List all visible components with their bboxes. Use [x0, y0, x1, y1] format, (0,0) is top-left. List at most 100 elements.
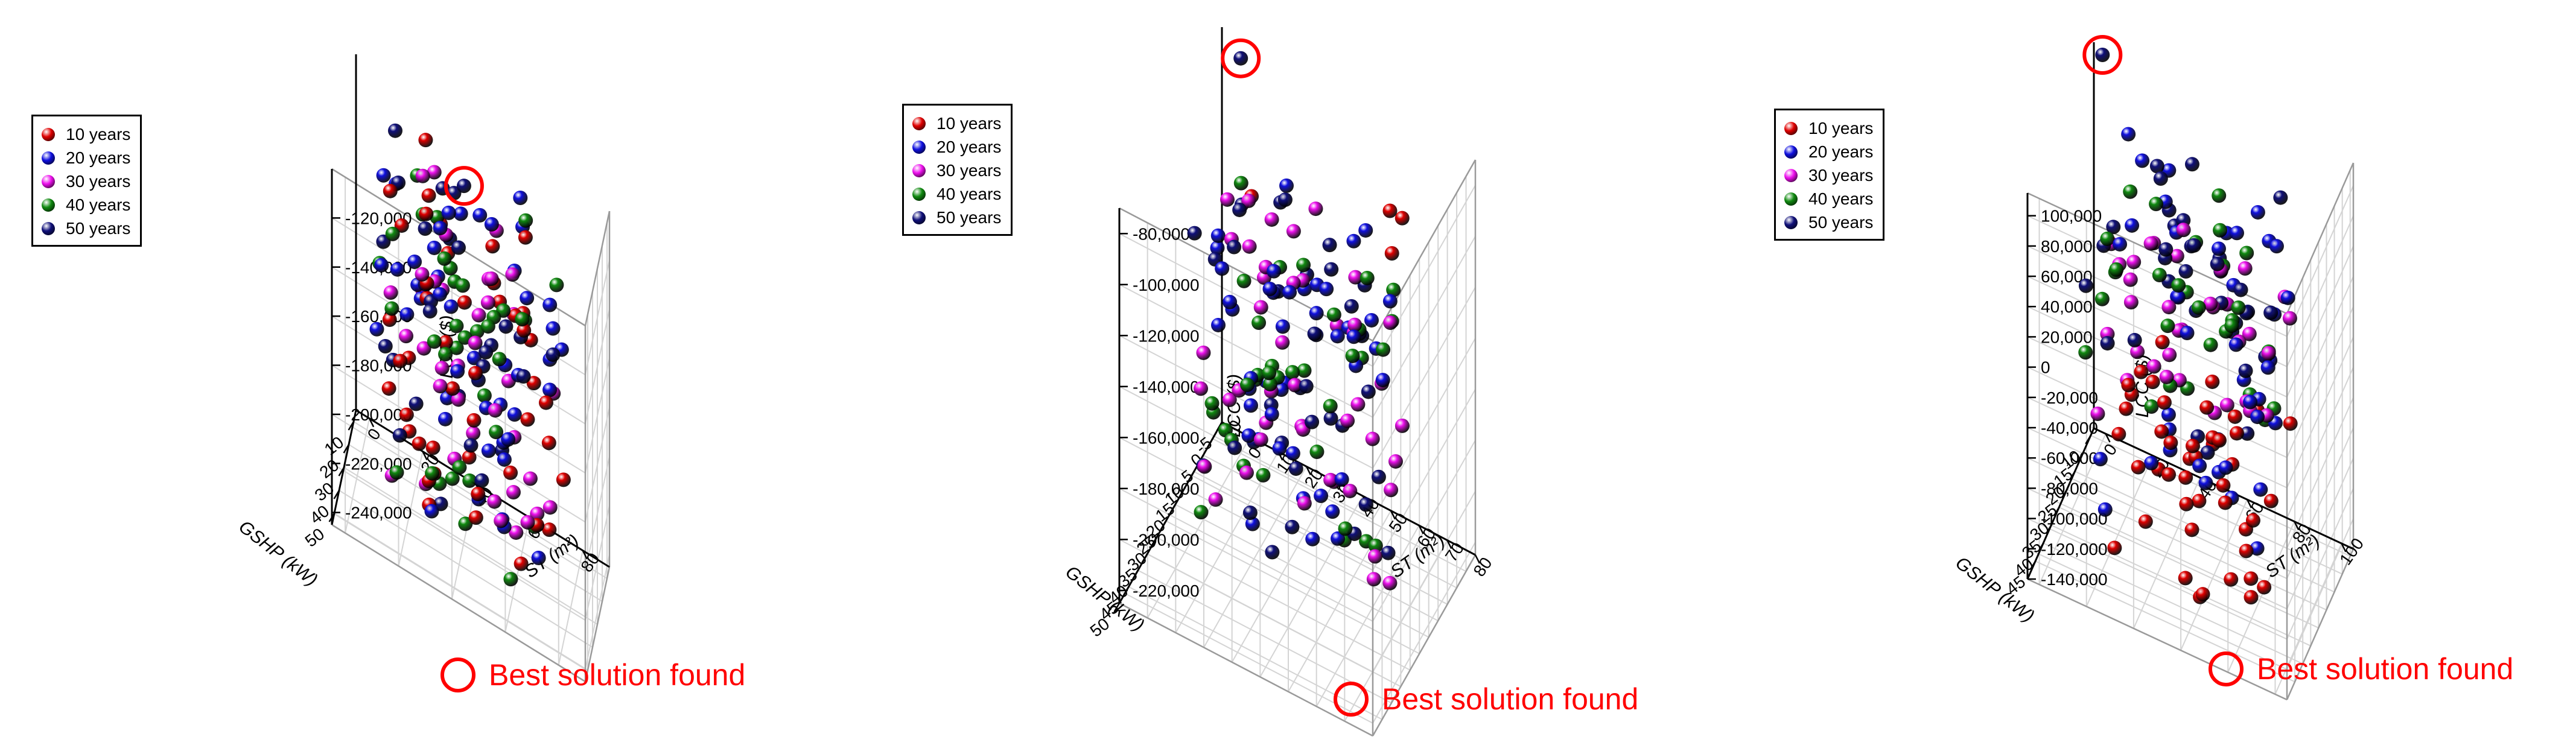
point-20-years: [424, 504, 439, 519]
point-30-years: [520, 515, 535, 530]
legend-marker-icon: [912, 116, 926, 130]
point-20-years: [2250, 410, 2265, 425]
point-10-years: [2119, 401, 2134, 416]
point-30-years: [1286, 224, 1301, 239]
point-20-years: [1210, 240, 1225, 255]
legend-marker-icon: [912, 163, 926, 177]
point-10-years: [2229, 426, 2244, 441]
point-30-years: [383, 285, 398, 300]
point-10-years: [1395, 211, 1410, 226]
point-30-years: [1197, 459, 1212, 474]
point-10-years: [1384, 246, 1399, 261]
z-tick-label: -200,000: [1133, 530, 1200, 549]
legend-marker-icon: [42, 174, 55, 188]
point-50-years: [1299, 379, 1314, 394]
z-tick-label: -100,000: [2041, 510, 2108, 528]
point-50-years: [451, 240, 466, 255]
legend-marker-icon: [1784, 192, 1798, 206]
point-20-years: [2093, 452, 2108, 467]
point-20-years: [481, 443, 496, 458]
data-points: [369, 123, 571, 587]
point-30-years: [494, 513, 509, 528]
point-30-years: [2261, 346, 2276, 361]
legend-marker-icon: [42, 127, 55, 141]
chart-panel-3: 1015202530354045020406080100-140,000-120…: [1732, 0, 2576, 754]
x-tick: [348, 421, 355, 431]
point-30-years: [433, 379, 448, 394]
point-30-years: [1347, 317, 1363, 332]
legend-item: 50 years: [42, 217, 130, 240]
grid-line: [1175, 504, 1430, 638]
point-20-years: [376, 168, 391, 183]
point-40-years: [449, 318, 464, 334]
z-tick-label: -180,000: [1133, 480, 1200, 498]
point-40-years: [445, 471, 460, 486]
grid-line: [1119, 487, 1373, 622]
point-20-years: [1334, 472, 1349, 487]
point-20-years: [542, 297, 558, 312]
point-10-years: [2179, 496, 2194, 512]
point-10-years: [399, 407, 414, 422]
point-50-years: [516, 369, 531, 384]
point-50-years: [1288, 461, 1303, 476]
z-tick-label: -20,000: [2041, 388, 2098, 407]
point-20-years: [2180, 325, 2195, 340]
point-30-years: [530, 506, 545, 521]
point-50-years: [498, 319, 514, 334]
z-tick-label: -100,000: [1133, 276, 1200, 294]
legend-item: 20 years: [42, 146, 130, 169]
point-40-years: [549, 277, 564, 293]
point-20-years: [1243, 398, 1258, 413]
point-50-years: [479, 344, 494, 360]
point-30-years: [1253, 432, 1268, 447]
legend-item: 20 years: [1784, 140, 1873, 163]
red-circle-icon: [1334, 682, 1369, 717]
point-10-years: [2218, 495, 2233, 510]
grid-line: [398, 451, 424, 566]
point-20-years: [444, 299, 459, 314]
data-points: [2078, 127, 2298, 605]
point-40-years: [492, 352, 507, 367]
point-50-years: [1322, 238, 1337, 253]
box-edge: [1119, 602, 1373, 737]
x-tick: [2077, 453, 2084, 463]
point-10-years: [457, 295, 472, 310]
point-20-years: [1346, 329, 1361, 344]
x-tick-label: 40: [307, 501, 333, 528]
point-20-years: [1275, 319, 1290, 334]
point-30-years: [480, 295, 495, 310]
point-50-years: [474, 473, 489, 488]
point-30-years: [2130, 344, 2145, 360]
x-tick: [2069, 470, 2076, 481]
legend-item: 40 years: [42, 193, 130, 217]
point-20-years: [2144, 455, 2159, 470]
point-50-years: [1324, 262, 1339, 277]
point-40-years: [425, 466, 440, 481]
grid-line: [339, 490, 593, 648]
grid-line: [2286, 246, 2354, 398]
legend-marker-icon: [42, 198, 55, 212]
grid-line: [2035, 560, 2295, 683]
box-edge: [1372, 159, 1477, 341]
point-40-years: [2213, 223, 2228, 238]
point-20-years: [450, 364, 465, 379]
legend-label: 50 years: [937, 208, 1002, 227]
y-tick: [1474, 554, 1481, 564]
grid-line: [2043, 542, 2303, 665]
best-solution-label: Best solution found: [2257, 652, 2514, 686]
point-10-years: [383, 183, 398, 198]
z-tick-label: -120,000: [1133, 326, 1200, 345]
box-edge: [1372, 554, 1477, 737]
point-30-years: [1348, 270, 1363, 285]
point-40-years: [462, 473, 477, 488]
point-40-years: [518, 213, 533, 228]
point-30-years: [2126, 255, 2142, 270]
point-50-years: [2263, 305, 2279, 320]
point-10-years: [2239, 543, 2254, 559]
grid-line: [2286, 276, 2354, 428]
point-30-years: [1340, 413, 1355, 428]
point-30-years: [451, 392, 466, 407]
point-20-years: [1262, 281, 1277, 296]
point-50-years: [387, 123, 402, 138]
